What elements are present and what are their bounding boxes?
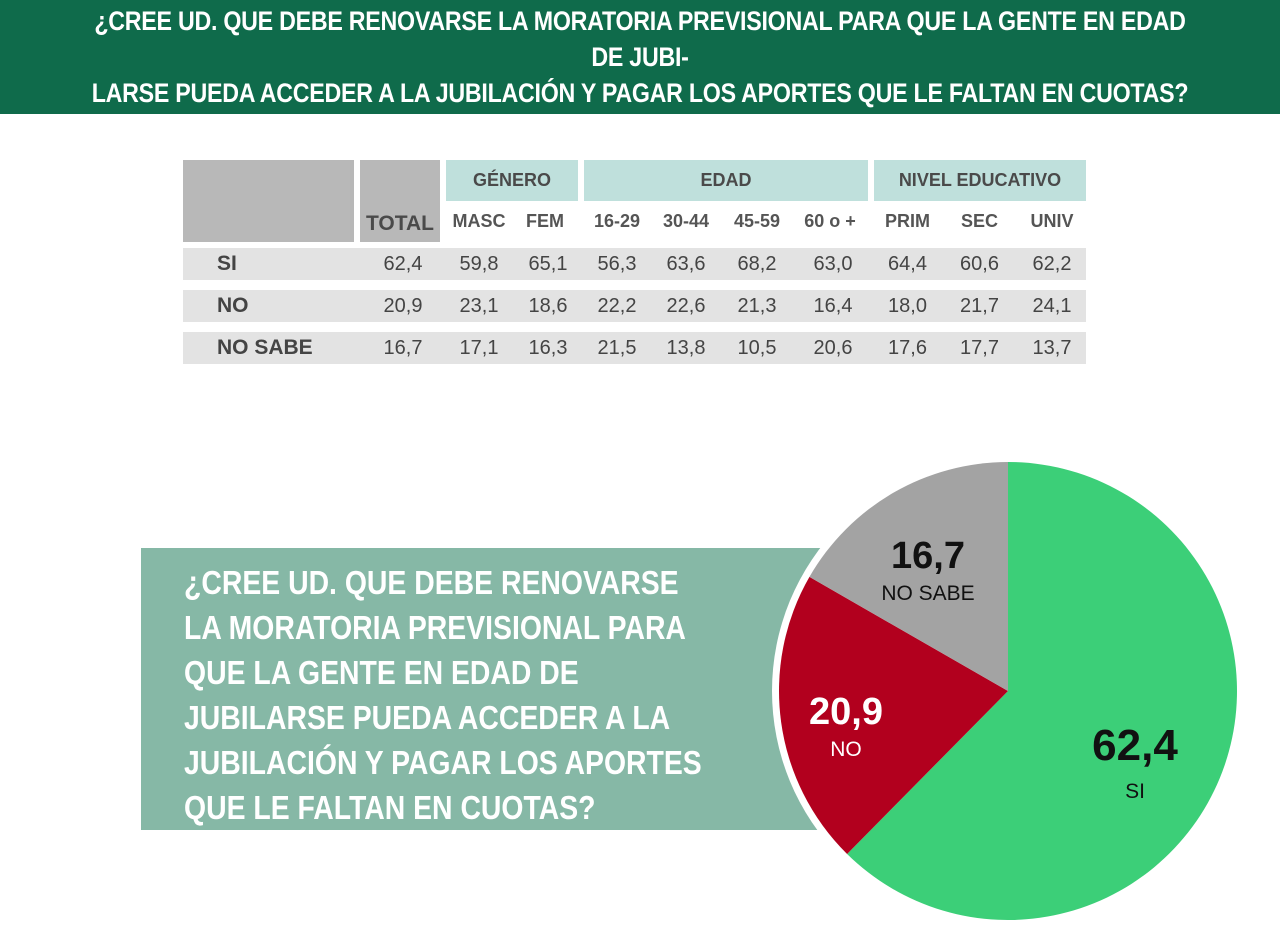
pie-slices (779, 462, 1237, 921)
col-header-30-44: 30-44 (662, 211, 710, 231)
table-cell: 18,0 (874, 290, 941, 322)
table-cell: 24,1 (1018, 290, 1086, 322)
table-cell: 21,7 (941, 290, 1018, 322)
table-row: NO SABE 16,7 17,1 16,3 21,5 13,8 10,5 20… (183, 332, 1086, 364)
table-column-header-row: MASC FEM 16-29 30-44 45-59 60 o + PRIM S… (183, 201, 1086, 242)
table-cell: 65,1 (512, 248, 584, 280)
group-header-edad: EDAD (584, 160, 868, 201)
header-banner: ¿CREE UD. QUE DEBE RENOVARSE LA MORATORI… (0, 0, 1280, 114)
table-cell: 10,5 (722, 332, 792, 364)
row-label-no-sabe: NO SABE (183, 332, 360, 364)
question-line: QUE LE FALTAN EN CUOTAS? (184, 789, 596, 826)
table-cell: 13,8 (650, 332, 722, 364)
question-text: ¿CREE UD. QUE DEBE RENOVARSE LA MORATORI… (184, 560, 717, 830)
table-cell: 21,5 (584, 332, 650, 364)
pie-value-label-no: 20,9 (809, 691, 883, 733)
question-line: JUBILACIÓN Y PAGAR LOS APORTES (184, 744, 702, 781)
row-label-no: NO (183, 290, 360, 322)
table-cell: 64,4 (874, 248, 941, 280)
pie-slice-no-sabe (809, 462, 1008, 691)
table-cell: 22,6 (650, 290, 722, 322)
table-cell: 63,6 (650, 248, 722, 280)
table-cell: 16,4 (792, 290, 874, 322)
col-header-fem: FEM (526, 211, 564, 231)
col-header-total: TOTAL (360, 160, 440, 242)
col-header-16-29: 16-29 (593, 211, 641, 231)
table-cell: 60,6 (941, 248, 1018, 280)
table-cell: 21,3 (722, 290, 792, 322)
table-row: NO 20,9 23,1 18,6 22,2 22,6 21,3 16,4 18… (183, 290, 1086, 322)
table-cell: 16,3 (512, 332, 584, 364)
question-line: LA MORATORIA PREVISIONAL PARA (184, 609, 686, 646)
pie-category-label-si: SI (1125, 780, 1145, 803)
pie-slice-si (847, 462, 1237, 921)
table-cell: 62,2 (1018, 248, 1086, 280)
table-cell: 22,2 (584, 290, 650, 322)
title-line-1: ¿CREE UD. QUE DEBE RENOVARSE LA MORATORI… (94, 6, 1186, 72)
col-header-prim: PRIM (885, 211, 930, 231)
group-header-nivel-educativo: NIVEL EDUCATIVO (874, 160, 1086, 201)
table-cell: 18,6 (512, 290, 584, 322)
col-header-45-59: 45-59 (733, 211, 781, 231)
question-panel (141, 548, 851, 830)
table-cell: 59,8 (446, 248, 512, 280)
col-header-masc: MASC (452, 211, 506, 231)
title-line-2: LARSE PUEDA ACCEDER A LA JUBILACIÓN Y PA… (91, 78, 1189, 108)
table-corner (183, 160, 354, 242)
pie-chart: 62,4 SI 20,9 NO 16,7 NO SABE (772, 455, 1244, 925)
pie-category-label-no-sabe: NO SABE (881, 582, 974, 605)
table-cell: 20,9 (360, 290, 446, 322)
table-cell: 68,2 (722, 248, 792, 280)
table-cell: 56,3 (584, 248, 650, 280)
col-header-sec: SEC (960, 211, 998, 231)
results-table: TOTAL GÉNERO EDAD NIVEL EDUCATIVO MASC F… (183, 160, 1086, 364)
table-cell: 17,1 (446, 332, 512, 364)
col-header-60-plus: 60 o + (804, 211, 856, 231)
table-cell: 17,6 (874, 332, 941, 364)
table-cell: 17,7 (941, 332, 1018, 364)
question-line: JUBILARSE PUEDA ACCEDER A LA (184, 699, 671, 736)
table-cell: 13,7 (1018, 332, 1086, 364)
table-cell: 63,0 (792, 248, 874, 280)
pie-labels: 62,4 SI 20,9 NO 16,7 NO SABE (809, 535, 1178, 803)
page-title: ¿CREE UD. QUE DEBE RENOVARSE LA MORATORI… (90, 3, 1191, 111)
table-cell: 23,1 (446, 290, 512, 322)
table-cell: 20,6 (792, 332, 874, 364)
group-header-genero: GÉNERO (446, 160, 578, 201)
question-line: QUE LA GENTE EN EDAD DE (184, 654, 579, 691)
pie-category-label-no: NO (830, 738, 862, 761)
row-label-si: SI (183, 248, 360, 280)
question-line: ¿CREE UD. QUE DEBE RENOVARSE (184, 564, 679, 601)
pie-slice-no (779, 576, 1008, 854)
table-group-header-row: TOTAL GÉNERO EDAD NIVEL EDUCATIVO (183, 160, 1086, 242)
pie-value-label-no-sabe: 16,7 (891, 535, 965, 577)
col-header-univ: UNIV (1030, 211, 1074, 231)
table-cell: 16,7 (360, 332, 446, 364)
table-cell: 62,4 (360, 248, 446, 280)
table-row: SI 62,4 59,8 65,1 56,3 63,6 68,2 63,0 64… (183, 248, 1086, 280)
pie-value-label-si: 62,4 (1092, 721, 1178, 770)
